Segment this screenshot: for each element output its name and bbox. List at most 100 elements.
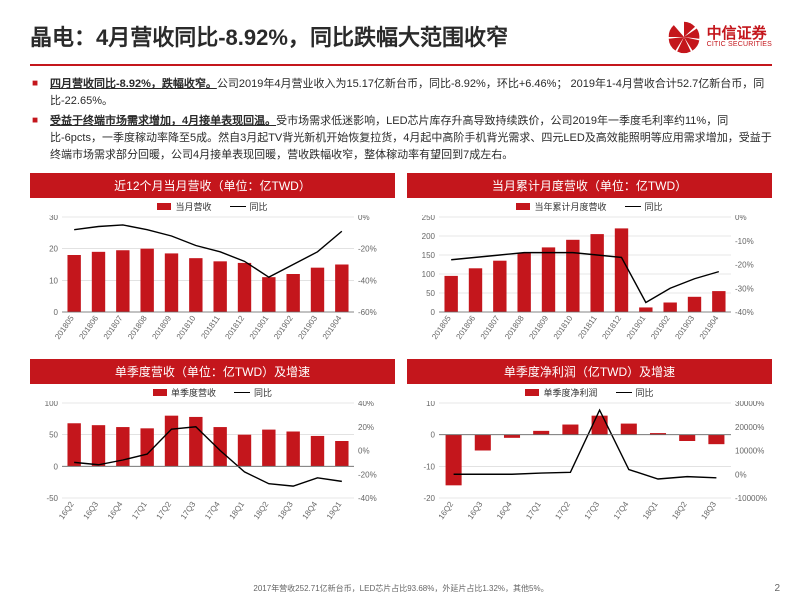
svg-text:18Q2: 18Q2 [670,500,689,522]
logo-text-cn: 中信证券 [707,26,772,41]
svg-text:16Q2: 16Q2 [57,500,76,522]
svg-text:201903: 201903 [296,314,319,341]
svg-text:-10: -10 [423,463,435,472]
header-divider [30,64,772,66]
svg-text:16Q4: 16Q4 [495,500,514,522]
svg-text:-20: -20 [423,494,435,503]
chart-svg: 0501001502002500%-10%-20%-30%-40%2018052… [407,215,767,350]
svg-text:-40%: -40% [735,308,754,317]
svg-text:201808: 201808 [126,314,149,341]
chart-svg: -20 -10 0 10 30000% 20000% 10000% 0% -10000% 16Q2… [407,401,767,536]
chart-svg: -5005010040%20%0%-20%-40%16Q216Q316Q417Q… [30,401,390,536]
svg-text:30000%: 30000% [735,401,764,408]
svg-text:10: 10 [49,277,58,286]
svg-text:250: 250 [422,215,436,222]
svg-text:201806: 201806 [454,314,477,341]
svg-text:201806: 201806 [77,314,100,341]
svg-text:-40%: -40% [358,494,377,503]
chart-title: 近12个月当月营收（单位：亿TWD） [30,173,395,198]
svg-text:17Q1: 17Q1 [524,500,543,522]
svg-text:201901: 201901 [625,314,648,341]
page-title: 晶电：4月营收同比-8.92%，同比跌幅大范围收窄 [30,20,508,52]
svg-text:-30%: -30% [735,284,754,293]
chart-monthly-revenue: 近12个月当月营收（单位：亿TWD） 当月营收 同比 01020300%-20%… [30,173,395,355]
bullet-item: 四月营收同比-8.92%，跌幅收窄。公司2019年4月营业收入为15.17亿新台… [50,76,772,110]
svg-text:201805: 201805 [430,314,453,341]
svg-text:201810: 201810 [175,314,198,341]
svg-text:201812: 201812 [223,314,246,341]
bullet-lead: 四月营收同比-8.92%，跌幅收窄。 [50,78,217,90]
svg-text:0%: 0% [735,470,747,479]
brand-logo: 中信证券 CITIC SECURITIES [667,20,772,54]
svg-text:20000%: 20000% [735,423,764,432]
svg-text:19Q1: 19Q1 [325,500,344,522]
svg-text:-60%: -60% [358,308,377,317]
svg-text:18Q1: 18Q1 [641,500,660,522]
svg-text:201902: 201902 [649,314,672,341]
chart-title: 单季度净利润（亿TWD）及增速 [407,359,772,384]
svg-text:0%: 0% [358,447,370,456]
svg-text:18Q1: 18Q1 [228,500,247,522]
chart-legend: 当年累计月度营收 同比 [407,198,772,215]
svg-text:40%: 40% [358,401,374,408]
page-number: 2 [774,583,780,594]
svg-text:17Q3: 17Q3 [583,500,602,522]
svg-text:201810: 201810 [552,314,575,341]
svg-text:201805: 201805 [53,314,76,341]
svg-text:16Q2: 16Q2 [437,500,456,522]
chart-title: 单季度营收（单位：亿TWD）及增速 [30,359,395,384]
svg-text:-20%: -20% [358,245,377,254]
svg-text:18Q4: 18Q4 [301,500,320,522]
svg-text:201809: 201809 [150,314,173,341]
svg-text:200: 200 [422,232,436,241]
svg-text:150: 150 [422,251,436,260]
svg-text:-50: -50 [46,494,58,503]
svg-text:201904: 201904 [321,314,344,341]
svg-text:16Q4: 16Q4 [106,500,125,522]
svg-text:17Q3: 17Q3 [179,500,198,522]
svg-text:201807: 201807 [102,314,125,341]
svg-text:10000%: 10000% [735,447,764,456]
svg-text:100: 100 [45,401,59,408]
svg-text:20: 20 [49,245,58,254]
svg-text:16Q3: 16Q3 [466,500,485,522]
svg-text:201811: 201811 [199,314,222,341]
svg-text:0: 0 [431,308,436,317]
chart-quarterly-profit: 单季度净利润（亿TWD）及增速 单季度净利润 同比 -20-1001030000… [407,359,772,541]
chart-svg: 01020300%-20%-40%-60%2018052018062018072… [30,215,390,350]
footer-note: 2017年营收252.71亿新台币，LED芯片占比93.68%，外延片占比1.3… [0,583,802,594]
svg-text:0: 0 [54,308,59,317]
svg-text:201811: 201811 [576,314,599,341]
svg-text:-10000%: -10000% [735,494,767,503]
svg-text:0: 0 [431,431,436,440]
svg-text:201901: 201901 [248,314,271,341]
svg-text:50: 50 [426,289,435,298]
svg-text:-40%: -40% [358,277,377,286]
chart-legend: 当月营收 同比 [30,198,395,215]
svg-text:20%: 20% [358,423,374,432]
svg-text:201812: 201812 [600,314,623,341]
svg-text:201902: 201902 [272,314,295,341]
svg-text:-10%: -10% [735,237,754,246]
svg-text:-20%: -20% [735,261,754,270]
fan-icon [667,20,701,54]
svg-text:50: 50 [49,431,58,440]
svg-text:0%: 0% [358,215,370,222]
svg-text:0%: 0% [735,215,747,222]
chart-legend: 单季度营收 同比 [30,384,395,401]
svg-text:16Q3: 16Q3 [82,500,101,522]
svg-text:17Q2: 17Q2 [553,500,572,522]
bullet-list: 四月营收同比-8.92%，跌幅收窄。公司2019年4月营业收入为15.17亿新台… [0,76,802,173]
svg-text:201809: 201809 [527,314,550,341]
bullet-item: 受益于终端市场需求增加，4月接单表现回温。受市场需求低迷影响，LED芯片库存升高… [50,113,772,164]
bullet-lead: 受益于终端市场需求增加，4月接单表现回温。 [50,115,276,127]
svg-text:201903: 201903 [673,314,696,341]
svg-text:-20%: -20% [358,470,377,479]
svg-text:10: 10 [426,401,435,408]
svg-text:100: 100 [422,270,436,279]
svg-text:18Q3: 18Q3 [276,500,295,522]
svg-text:201807: 201807 [479,314,502,341]
chart-cumulative-revenue: 当月累计月度营收（单位：亿TWD） 当年累计月度营收 同比 0501001502… [407,173,772,355]
svg-text:17Q4: 17Q4 [203,500,222,522]
logo-text-en: CITIC SECURITIES [707,41,772,48]
